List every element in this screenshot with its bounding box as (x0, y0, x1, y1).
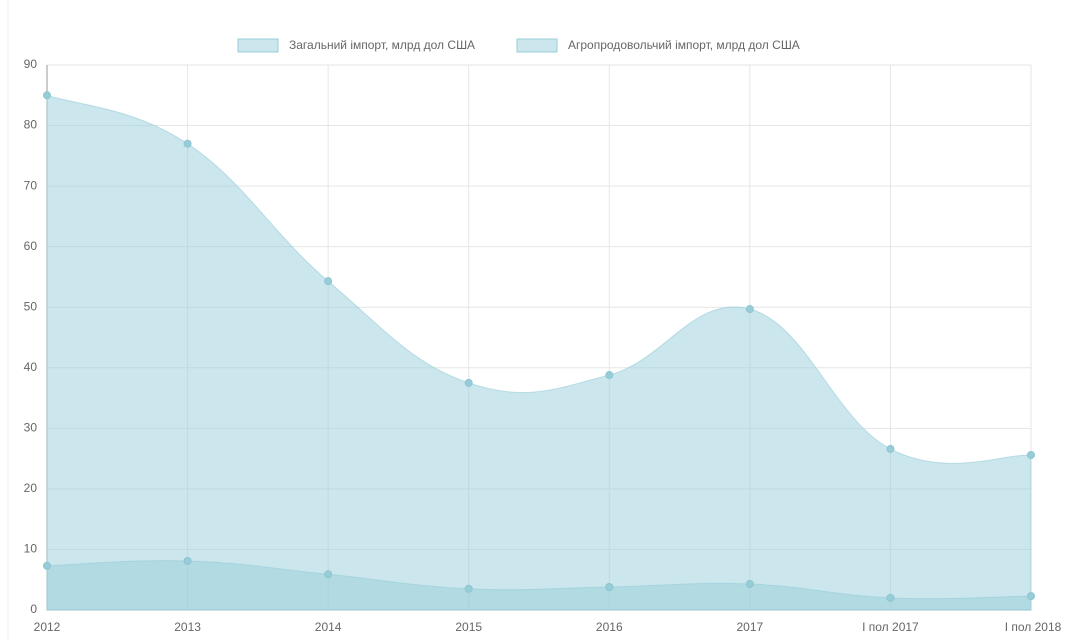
y-tick-label: 30 (24, 421, 38, 435)
point (183, 139, 192, 148)
point (605, 371, 614, 380)
y-tick-label: 70 (24, 178, 38, 192)
point (183, 556, 192, 565)
x-tick-label: 2012 (34, 620, 61, 634)
x-tick-label: 2013 (174, 620, 201, 634)
y-tick-label: 60 (24, 239, 38, 253)
point (1027, 450, 1035, 459)
x-tick-label: 2014 (315, 620, 342, 634)
area (46, 94, 1032, 611)
x-tick-label: 2016 (596, 620, 623, 634)
legend-label: Загальний імпорт, млрд дол США (289, 38, 475, 52)
y-tick-label: 0 (30, 602, 37, 616)
y-tick-label: 90 (24, 57, 38, 71)
point (43, 561, 51, 570)
x-tick-label: I пол 2017 (862, 620, 919, 634)
y-tick-label: 80 (24, 118, 38, 132)
legend-swatch (237, 38, 279, 53)
y-tick-label: 40 (24, 360, 38, 374)
point (1027, 592, 1035, 601)
point (886, 593, 895, 602)
point (324, 570, 333, 579)
point (745, 579, 754, 588)
point (605, 582, 614, 591)
legend-label: Агропродовольчий імпорт, млрд дол США (568, 38, 800, 52)
y-tick-label: 10 (24, 542, 38, 556)
x-tick-label: 2015 (455, 620, 482, 634)
y-tick-label: 20 (24, 481, 38, 495)
point (43, 91, 51, 100)
x-tick-label: 2017 (737, 620, 764, 634)
point (464, 584, 473, 593)
legend-swatch (516, 38, 558, 53)
point (464, 378, 473, 387)
point (745, 305, 754, 314)
point (886, 444, 895, 453)
y-tick-label: 50 (24, 299, 38, 313)
point (324, 277, 333, 286)
x-tick-label: I пол 2018 (1005, 620, 1062, 634)
